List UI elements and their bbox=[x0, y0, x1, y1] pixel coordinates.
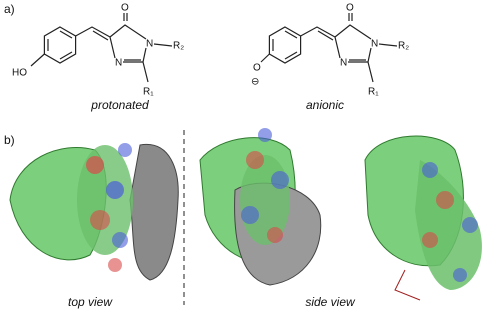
mesh bbox=[86, 156, 104, 174]
atom: N bbox=[371, 39, 378, 50]
atom: R₁ bbox=[368, 87, 379, 98]
bonds bbox=[272, 30, 298, 60]
caption: protonated bbox=[90, 98, 149, 112]
atom: O bbox=[346, 3, 354, 14]
bonds bbox=[30, 13, 173, 83]
atom: O bbox=[253, 63, 261, 74]
atom: N bbox=[340, 58, 347, 69]
panel-label: b) bbox=[4, 133, 15, 147]
molecule: HO O N R₂ N R₁ protonated bbox=[12, 3, 184, 113]
ring bbox=[43, 26, 77, 64]
loop bbox=[394, 269, 421, 301]
mesh bbox=[108, 258, 122, 272]
mesh bbox=[436, 191, 454, 209]
mesh bbox=[106, 181, 124, 199]
molecule: O ⊖ O N R₂ N R₁ anionic bbox=[251, 3, 409, 113]
caption: top view bbox=[68, 295, 113, 309]
mesh bbox=[453, 268, 467, 282]
atom: O bbox=[121, 3, 129, 14]
mesh bbox=[422, 162, 438, 178]
mesh bbox=[112, 232, 128, 248]
mesh bbox=[271, 171, 289, 189]
atom: HO bbox=[12, 68, 27, 79]
protein-side-view bbox=[199, 128, 322, 286]
mesh bbox=[415, 160, 482, 290]
protein-top-view bbox=[9, 143, 179, 281]
protein-side-view bbox=[364, 135, 482, 301]
ring bbox=[268, 26, 302, 64]
mesh bbox=[267, 227, 283, 243]
mesh bbox=[258, 128, 272, 142]
mesh bbox=[422, 232, 438, 248]
mesh bbox=[118, 143, 132, 157]
atom: N bbox=[146, 39, 153, 50]
mesh bbox=[240, 155, 290, 245]
panel-label: a) bbox=[4, 2, 15, 16]
atom: N bbox=[115, 58, 122, 69]
atom: ⊖ bbox=[251, 77, 259, 88]
atom: R₂ bbox=[173, 41, 184, 52]
bonds bbox=[260, 13, 398, 83]
helices bbox=[129, 144, 179, 281]
atom: R₂ bbox=[398, 41, 409, 52]
atom: R₁ bbox=[143, 87, 154, 98]
caption: anionic bbox=[306, 98, 344, 112]
bonds bbox=[47, 30, 73, 60]
mesh bbox=[462, 217, 478, 233]
mesh bbox=[241, 206, 259, 224]
mesh bbox=[246, 151, 264, 169]
caption: side view bbox=[305, 295, 356, 309]
mesh bbox=[90, 210, 110, 230]
